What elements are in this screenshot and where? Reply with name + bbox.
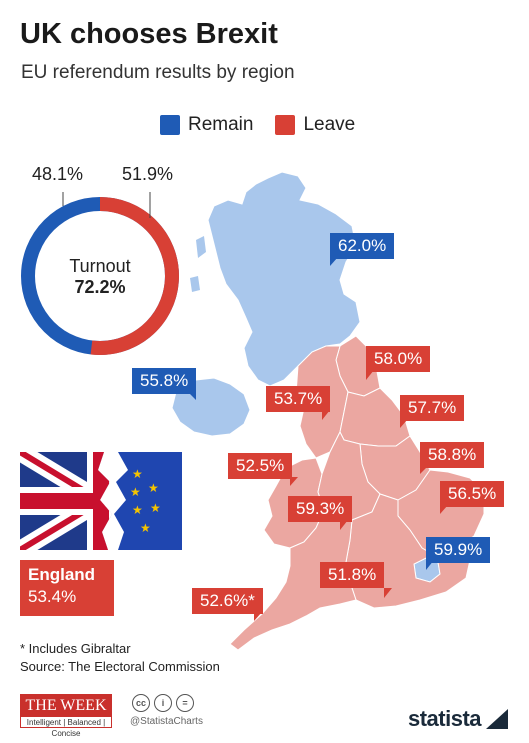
england-label: England [28, 565, 96, 584]
pointer-ee [440, 505, 448, 514]
svg-text:★: ★ [150, 501, 161, 515]
region-scotland [207, 171, 361, 387]
pointer-scotland [330, 257, 338, 266]
label-wales: 52.5% [228, 453, 293, 479]
label-south-east: 51.8% [320, 562, 385, 588]
the-week-tagline: Intelligent | Balanced | Concise [26, 718, 106, 738]
statista-handle[interactable]: @StatistaCharts [130, 716, 203, 727]
svg-text:★: ★ [140, 521, 151, 535]
label-east-of-england: 56.5% [440, 481, 505, 507]
label-london: 59.9% [426, 537, 491, 563]
label-yorkshire: 57.7% [400, 395, 465, 421]
remain-swatch [160, 115, 180, 135]
footnote-gibraltar: * Includes Gibraltar [20, 641, 131, 656]
remain-percentage: 48.1% [32, 164, 84, 184]
pointer-yorks [400, 419, 408, 428]
leave-swatch [275, 115, 296, 135]
leave-percentage: 51.9% [122, 164, 174, 184]
label-east-midlands: 58.8% [420, 442, 485, 468]
license-icons: cc i = [132, 694, 194, 712]
label-scotland: 62.0% [330, 233, 395, 259]
person-icon: i [154, 694, 172, 712]
england-result: England 53.4% [20, 560, 114, 616]
england-value: 53.4% [28, 587, 77, 606]
pointer-ni [188, 392, 196, 400]
pointer-em [420, 466, 428, 474]
legend-remain-label: Remain [188, 114, 254, 135]
label-north-east: 58.0% [366, 346, 431, 372]
pointer-nw [322, 410, 330, 420]
svg-text:★: ★ [132, 503, 143, 517]
footnote: * Includes Gibraltar Source: The Elector… [20, 640, 220, 676]
svg-text:★: ★ [132, 467, 143, 481]
legend-leave-label: Leave [303, 114, 356, 135]
donut-leave-arc [90, 197, 179, 355]
legend: Remain Leave [160, 114, 367, 136]
legend-item-remain: Remain [160, 114, 253, 136]
svg-text:★: ★ [130, 485, 141, 499]
equals-icon: = [176, 694, 194, 712]
source-note: Source: The Electoral Commission [20, 659, 220, 674]
pointer-se [384, 588, 392, 598]
statista-mark-icon [486, 709, 508, 729]
svg-text:★: ★ [148, 481, 159, 495]
turnout-block: Turnout 72.2% [20, 256, 180, 298]
label-north-west: 53.7% [266, 386, 331, 412]
statista-logo[interactable]: statista [408, 706, 482, 731]
torn-flag-illustration: ★ ★ ★ ★ ★ ★ [20, 452, 182, 550]
pointer-wales [290, 477, 298, 486]
pointer-ne [366, 370, 374, 380]
label-south-west: 52.6%* [192, 588, 263, 614]
turnout-label: Turnout [69, 256, 131, 276]
the-week-title: THE WEEK [21, 695, 111, 717]
label-west-midlands: 59.3% [288, 496, 353, 522]
label-northern-ireland: 55.8% [132, 368, 197, 394]
cc-icon: cc [132, 694, 150, 712]
region-scotland-islands [190, 236, 206, 292]
page-title: UK chooses Brexit [20, 18, 278, 50]
legend-item-leave: Leave [275, 114, 355, 136]
pointer-sw [254, 612, 262, 621]
pointer-wm [340, 520, 348, 530]
page-subtitle: EU referendum results by region [21, 62, 295, 83]
the-week-logo[interactable]: THE WEEK Intelligent | Balanced | Concis… [20, 694, 112, 738]
turnout-donut [21, 192, 179, 355]
turnout-value: 72.2% [74, 277, 126, 297]
